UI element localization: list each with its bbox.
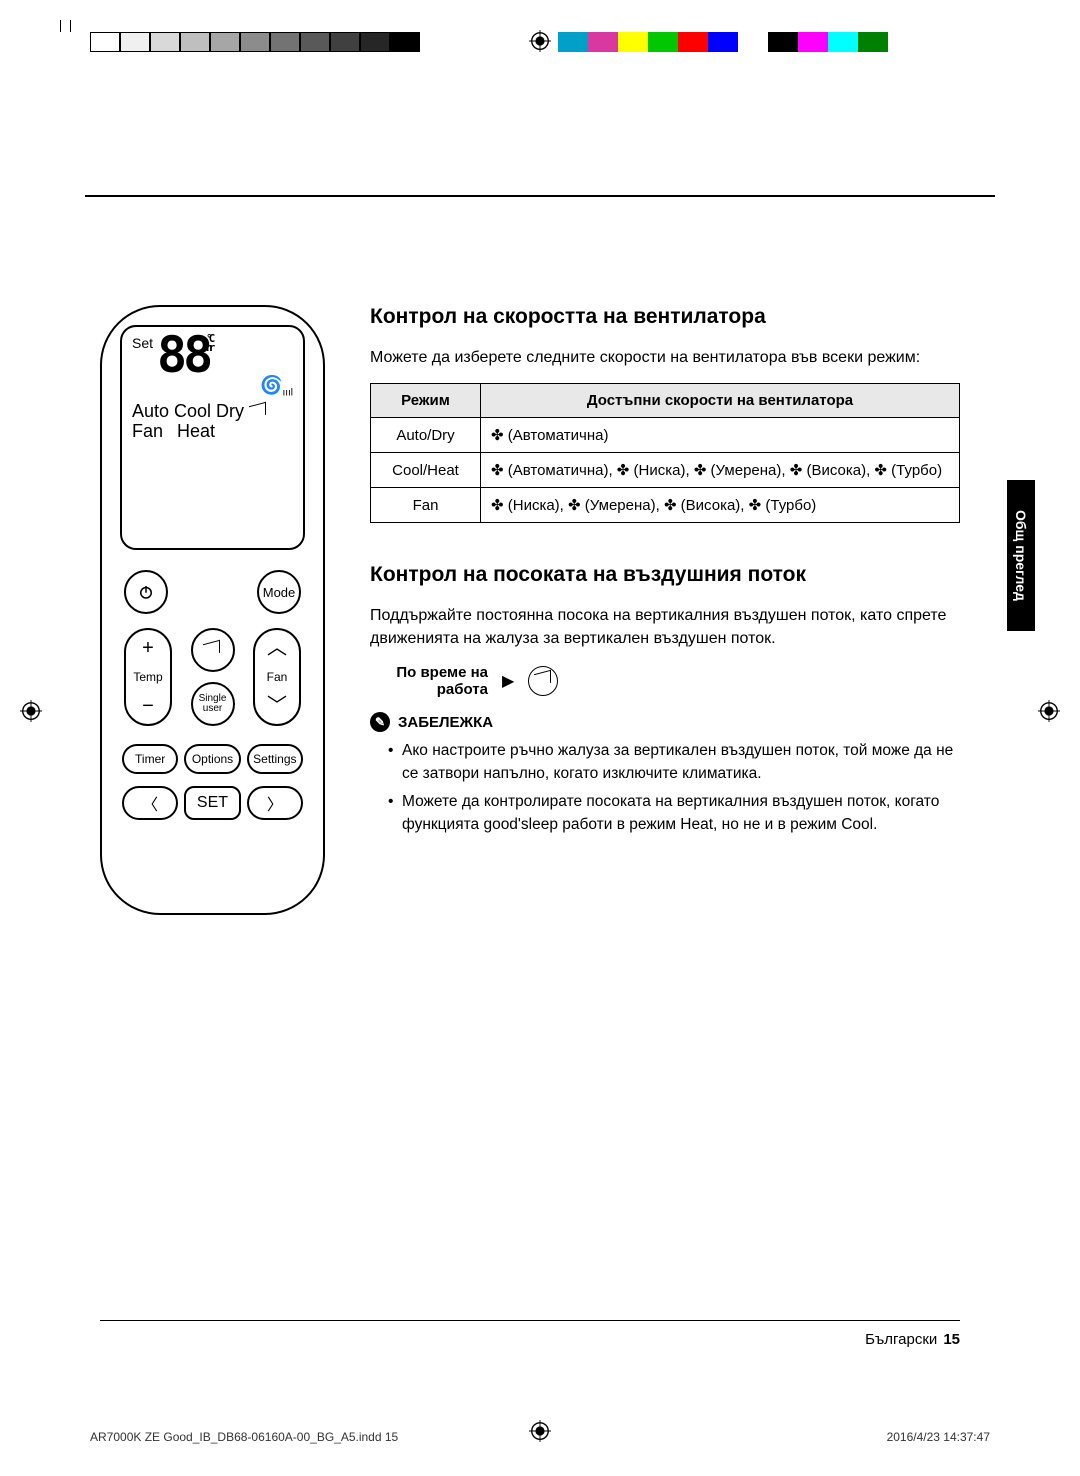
note-item: Можете да контролирате посоката на верти… [388,791,960,836]
grayscale-calibration-bar [90,32,420,52]
section-tab: Общ преглед [1007,480,1035,631]
note-label: ЗАБЕЛЕЖКА [398,714,493,731]
minus-icon: − [142,696,154,716]
chevron-up-icon: ︿ [267,638,287,658]
timer-button[interactable]: Timer [122,744,178,774]
chevron-down-icon: ﹀ [267,696,287,716]
next-button[interactable]: 〉 [247,786,303,820]
section2-title: Контрол на посоката на въздушния поток [370,563,960,587]
lcd-modes: Auto Cool Dry FanHeat [132,401,293,442]
mode-button[interactable]: Mode [257,570,301,614]
registration-mark-icon [1038,700,1060,722]
plus-icon: + [142,638,154,658]
lcd-unit: °Chr [206,335,211,353]
arrow-right-icon: ▶ [502,671,514,691]
section2-intro: Поддържайте постоянна посока на вертикал… [370,605,960,650]
registration-mark-icon [529,30,551,52]
power-button[interactable] [124,570,168,614]
note-item: Ако настроите ръчно жалуза за вертикален… [388,740,960,785]
temp-rocker[interactable]: + Temp − [124,628,172,726]
prev-button[interactable]: 〈 [122,786,178,820]
imprint: AR7000K ZE Good_IB_DB68-06160A-00_BG_A5.… [90,1430,990,1444]
footer-text: Български15 [865,1331,960,1348]
operation-label: По време на работа [378,664,488,698]
swing-icon [203,642,222,658]
table-head-speeds: Достъпни скорости на вентилатора [481,384,960,418]
operation-step: По време на работа ▶ [378,664,960,698]
lcd-digits: 88 °Chr [157,335,209,375]
remote-lcd: Set 88 °Chr 🌀ıııl Auto Cool Dry FanHeat [120,325,305,550]
swing-button-icon [528,666,558,696]
page-top-rule [85,195,995,197]
settings-button[interactable]: Settings [247,744,303,774]
fan-rocker[interactable]: ︿ Fan ﹀ [253,628,301,726]
temp-label: Temp [133,670,162,684]
footer-rule [100,1320,960,1321]
table-row: Fan✤ (Ниска), ✤ (Умерена), ✤ (Висока), ✤… [371,488,960,523]
fan-label: Fan [267,670,288,684]
options-button[interactable]: Options [184,744,240,774]
section1-intro: Можете да изберете следните скорости на … [370,347,960,369]
table-head-mode: Режим [371,384,481,418]
note-heading: ✎ ЗАБЕЛЕЖКА [370,712,960,732]
registration-mark-icon [20,700,42,722]
remote-control-illustration: Set 88 °Chr 🌀ıııl Auto Cool Dry FanHeat … [100,305,325,915]
set-button[interactable]: SET [184,786,240,820]
imprint-file: AR7000K ZE Good_IB_DB68-06160A-00_BG_A5.… [90,1430,398,1444]
table-row: Auto/Dry✤ (Автоматична) [371,418,960,453]
single-user-button[interactable]: Single user [191,682,235,726]
note-icon: ✎ [370,712,390,732]
section1-title: Контрол на скоростта на вентилатора [370,305,960,329]
table-row: Cool/Heat✤ (Автоматична), ✤ (Ниска), ✤ (… [371,453,960,488]
swing-icon [249,401,268,421]
color-calibration-bar [558,32,888,52]
fan-speed-table: Режим Достъпни скорости на вентилатора A… [370,383,960,523]
lcd-set-label: Set [132,335,153,351]
imprint-timestamp: 2016/4/23 14:37:47 [887,1430,990,1444]
notes-list: Ако настроите ръчно жалуза за вертикален… [370,740,960,836]
swing-button[interactable] [191,628,235,672]
